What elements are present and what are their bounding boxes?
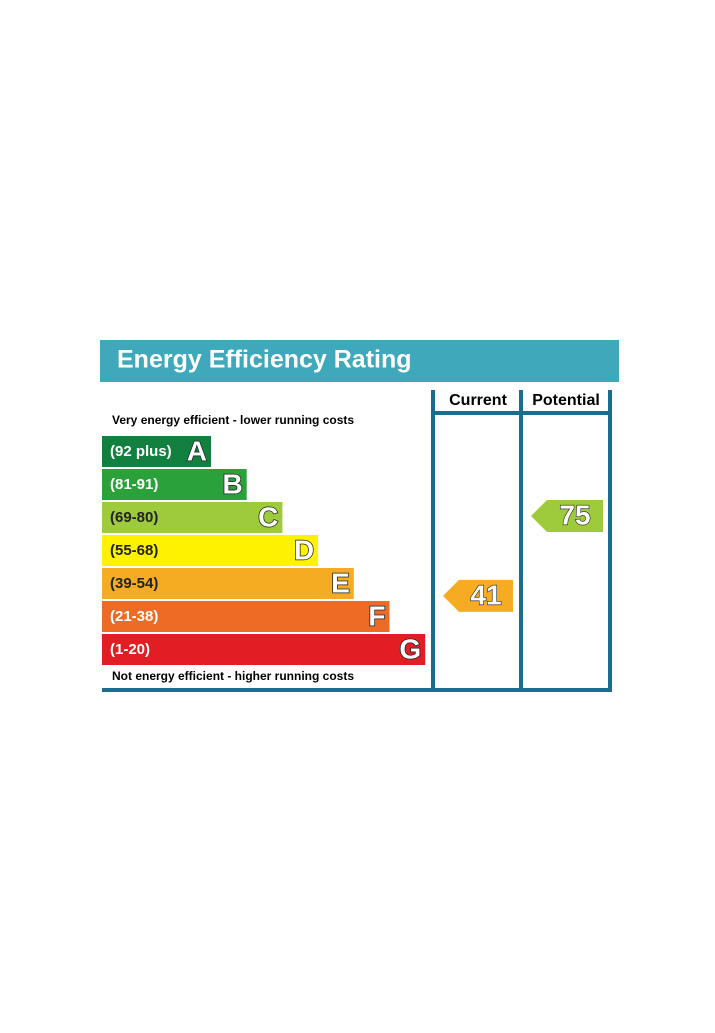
band — [102, 502, 283, 533]
band — [102, 634, 426, 665]
band-range: (1-20) — [110, 641, 150, 658]
band-letter: E — [331, 567, 350, 598]
band-letter: A — [187, 435, 207, 466]
band-letter: B — [222, 468, 242, 499]
band-letter: C — [258, 501, 278, 532]
title: Energy Efficiency Rating — [117, 346, 412, 374]
band-range: (39-54) — [110, 575, 158, 592]
column-header: Current — [449, 392, 507, 409]
band-range: (55-68) — [110, 542, 158, 559]
rating-value: 75 — [559, 499, 590, 530]
band — [102, 568, 354, 599]
band-letter: D — [294, 534, 314, 565]
band — [102, 601, 390, 632]
frame — [102, 390, 612, 692]
band-range: (69-80) — [110, 509, 158, 526]
header-bar — [100, 340, 619, 382]
rating-value: 41 — [470, 579, 501, 610]
column-header: Potential — [532, 392, 600, 409]
band-range: (21-38) — [110, 608, 158, 625]
band — [102, 535, 319, 566]
rating-arrow — [531, 500, 603, 532]
band-letter: F — [368, 600, 385, 631]
band-range: (92 plus) — [110, 443, 172, 460]
top-note: Very energy efficient - lower running co… — [112, 413, 354, 427]
band-range: (81-91) — [110, 476, 158, 493]
band — [102, 469, 247, 500]
band — [102, 436, 211, 467]
bottom-note: Not energy efficient - higher running co… — [112, 669, 354, 683]
rating-arrow — [443, 579, 513, 612]
band-letter: G — [399, 633, 421, 664]
